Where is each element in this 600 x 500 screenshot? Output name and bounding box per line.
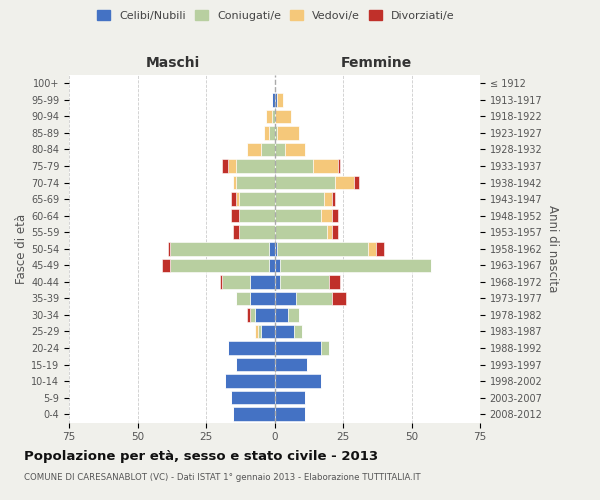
Bar — [275, 192, 324, 206]
Y-axis label: Anni di nascita: Anni di nascita — [546, 205, 559, 292]
Bar — [332, 292, 346, 305]
Bar — [236, 358, 275, 372]
Bar — [321, 342, 329, 355]
Bar — [247, 308, 250, 322]
Bar — [233, 226, 239, 239]
Bar — [269, 258, 275, 272]
Bar — [280, 275, 329, 288]
Bar — [275, 242, 277, 256]
Bar — [170, 242, 269, 256]
Bar — [296, 292, 332, 305]
Bar — [354, 176, 359, 190]
Bar — [329, 275, 340, 288]
Bar — [261, 324, 275, 338]
Bar — [225, 374, 275, 388]
Bar — [230, 192, 236, 206]
Bar — [275, 110, 291, 123]
Bar — [256, 324, 258, 338]
Bar — [321, 209, 332, 222]
Bar — [280, 258, 431, 272]
Bar — [258, 324, 261, 338]
Bar — [275, 159, 313, 173]
Bar — [313, 159, 338, 173]
Bar — [223, 275, 250, 288]
Bar — [272, 110, 275, 123]
Bar — [275, 226, 326, 239]
Bar — [228, 159, 236, 173]
Bar — [275, 126, 277, 140]
Bar — [332, 226, 338, 239]
Bar — [293, 324, 302, 338]
Bar — [239, 192, 275, 206]
Bar — [275, 209, 321, 222]
Bar — [277, 242, 368, 256]
Bar — [286, 142, 305, 156]
Bar — [263, 126, 269, 140]
Bar — [272, 93, 275, 106]
Bar — [233, 176, 236, 190]
Bar — [275, 408, 305, 421]
Bar — [256, 308, 275, 322]
Bar — [223, 159, 228, 173]
Bar — [338, 159, 340, 173]
Bar — [236, 292, 250, 305]
Bar — [275, 292, 296, 305]
Bar — [376, 242, 384, 256]
Bar — [261, 142, 275, 156]
Text: Femmine: Femmine — [340, 56, 412, 70]
Bar — [233, 408, 275, 421]
Bar — [266, 110, 272, 123]
Bar — [275, 324, 293, 338]
Bar — [236, 159, 275, 173]
Bar — [275, 374, 321, 388]
Y-axis label: Fasce di età: Fasce di età — [15, 214, 28, 284]
Bar — [277, 126, 299, 140]
Bar — [324, 192, 332, 206]
Bar — [275, 342, 321, 355]
Bar — [220, 275, 223, 288]
Bar — [368, 242, 376, 256]
Bar — [230, 391, 275, 404]
Bar — [335, 176, 354, 190]
Bar — [247, 142, 261, 156]
Bar — [250, 292, 275, 305]
Bar — [275, 258, 280, 272]
Bar — [275, 308, 288, 322]
Bar — [275, 358, 307, 372]
Bar — [236, 176, 275, 190]
Bar — [277, 93, 283, 106]
Bar — [269, 242, 275, 256]
Bar — [288, 308, 299, 322]
Bar — [269, 126, 275, 140]
Bar — [167, 242, 170, 256]
Bar — [228, 342, 275, 355]
Bar — [275, 176, 335, 190]
Bar — [275, 275, 280, 288]
Bar — [239, 209, 275, 222]
Bar — [236, 192, 239, 206]
Text: Maschi: Maschi — [146, 56, 200, 70]
Bar — [230, 209, 239, 222]
Bar — [332, 209, 338, 222]
Bar — [275, 142, 286, 156]
Bar — [162, 258, 170, 272]
Bar — [326, 226, 332, 239]
Bar — [275, 391, 305, 404]
Text: Popolazione per età, sesso e stato civile - 2013: Popolazione per età, sesso e stato civil… — [24, 450, 378, 463]
Bar — [275, 93, 277, 106]
Bar — [239, 226, 275, 239]
Legend: Celibi/Nubili, Coniugati/e, Vedovi/e, Divorziati/e: Celibi/Nubili, Coniugati/e, Vedovi/e, Di… — [93, 6, 459, 25]
Text: COMUNE DI CARESANABLOT (VC) - Dati ISTAT 1° gennaio 2013 - Elaborazione TUTTITAL: COMUNE DI CARESANABLOT (VC) - Dati ISTAT… — [24, 472, 421, 482]
Bar — [250, 308, 256, 322]
Bar — [250, 275, 275, 288]
Bar — [170, 258, 269, 272]
Bar — [332, 192, 335, 206]
